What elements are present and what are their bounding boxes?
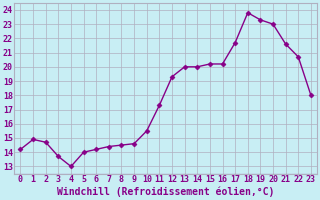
- X-axis label: Windchill (Refroidissement éolien,°C): Windchill (Refroidissement éolien,°C): [57, 187, 274, 197]
